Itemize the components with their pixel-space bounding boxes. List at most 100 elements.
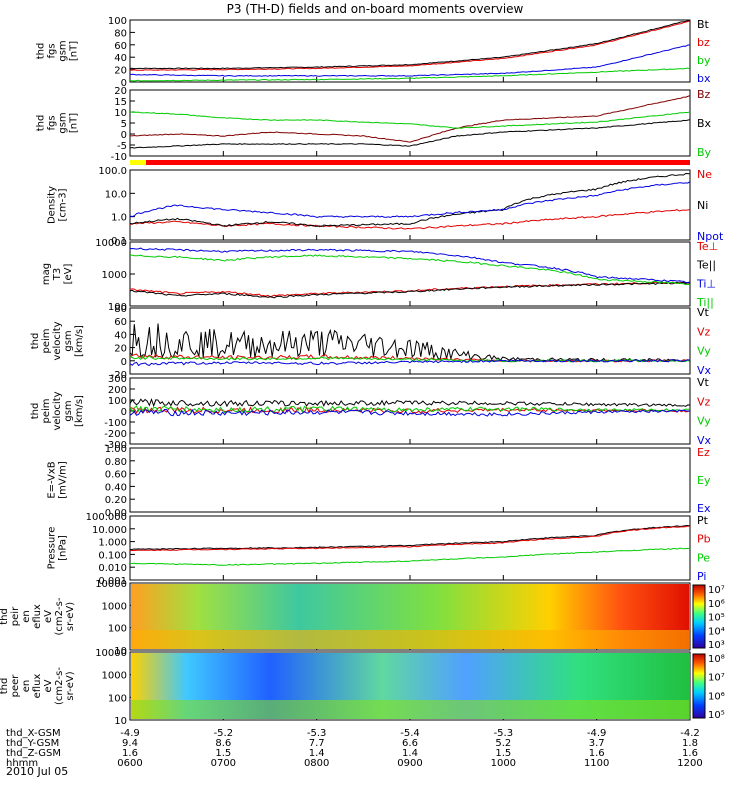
orbit-value: 1.4: [309, 748, 325, 759]
legend-entry: Ti||: [696, 296, 714, 309]
panel-frame: [129, 169, 691, 241]
colorbar-label: 10⁷: [708, 585, 725, 596]
legend-entry: Bt: [697, 18, 710, 31]
orbit-value: 1.6: [122, 748, 138, 759]
orbit-value: -5.3: [307, 728, 327, 739]
series-line: [129, 323, 691, 363]
panel-ylabel: E=-VxB[mV/m]: [47, 461, 69, 499]
series-line: [129, 95, 691, 143]
legend-entry: Vx: [697, 364, 712, 377]
y-tick-label: -300: [104, 440, 127, 451]
y-tick-label: 1000: [102, 601, 127, 612]
panel-ylabel: Density[cm-3]: [47, 186, 69, 224]
series-line: [129, 408, 691, 417]
colorbar-label: 10³: [708, 640, 725, 651]
figure-title: P3 (TH-D) fields and on-board moments ov…: [227, 2, 524, 16]
y-tick-label: 100: [108, 16, 127, 27]
series-line: [129, 525, 690, 552]
y-tick-label: 1.0: [111, 213, 127, 224]
legend-entry: Pb: [697, 533, 711, 546]
colorbar-label: 10⁸: [708, 654, 725, 665]
y-tick-label: 0.20: [105, 495, 127, 506]
y-tick-label: 10.0: [105, 189, 127, 200]
series-line: [129, 67, 691, 82]
colorbar: [692, 584, 706, 649]
series-line: [129, 44, 691, 77]
orbit-row-label: thd_Y-GSM: [6, 738, 59, 749]
y-tick-label: 0.00: [105, 508, 127, 519]
y-tick-label: -10: [111, 152, 127, 163]
y-tick-label: -100: [104, 418, 127, 429]
series-line: [129, 209, 691, 230]
series-line: [129, 355, 691, 363]
legend-entry: Vt: [697, 376, 710, 389]
y-tick-label: 0.40: [105, 482, 127, 493]
y-tick-label: 10: [114, 646, 127, 657]
panel-ylabel: thdpeirenefluxeV(cm2-s-sr-eV): [0, 597, 76, 635]
y-tick-label: 1.000: [98, 538, 127, 549]
orbit-value: 1.5: [215, 748, 231, 759]
status-bar-yellow: [130, 160, 146, 165]
y-tick-label: 40: [114, 53, 127, 64]
y-tick-label: 10000: [95, 238, 127, 249]
legend-entry: bz: [697, 36, 710, 49]
y-tick-label: 0.1: [111, 236, 127, 247]
series-line: [129, 398, 691, 408]
orbit-value: -4.2: [680, 728, 700, 739]
legend-entry: Te⊥: [696, 240, 718, 253]
legend-entry: Pi: [697, 570, 706, 583]
legend-entry: Ti⊥: [696, 277, 716, 290]
series-line: [129, 254, 691, 286]
orbit-value: 1.6: [682, 748, 698, 759]
orbit-row-label: hhmm: [6, 758, 38, 769]
y-tick-label: 40: [114, 330, 127, 341]
legend-entry: Vz: [697, 325, 711, 338]
y-tick-label: 1000: [102, 270, 127, 281]
panel-ylabel: thdfgsgsm[nT]: [36, 40, 80, 61]
orbit-value: 1.8: [682, 738, 698, 749]
series-line: [129, 111, 691, 129]
y-tick-label: 0: [121, 357, 127, 368]
legend-entry: Te||: [696, 259, 716, 272]
y-tick-label: 10: [114, 716, 127, 727]
y-tick-label: 20: [114, 66, 127, 77]
series-line: [129, 119, 691, 149]
y-tick-label: 80: [114, 28, 127, 39]
y-tick-label: 300: [108, 374, 127, 385]
legend-entry: Vy: [697, 415, 711, 428]
orbit-value: 1200: [677, 758, 702, 769]
y-tick-label: 100: [108, 624, 127, 635]
y-tick-label: 100.000: [86, 512, 127, 523]
orbit-value: 8.6: [215, 738, 231, 749]
orbit-value: 5.2: [495, 738, 511, 749]
orbit-value: 1100: [584, 758, 609, 769]
series-line: [129, 281, 691, 299]
legend-entry: by: [697, 54, 711, 67]
panel-frame: [129, 515, 691, 581]
legend-entry: bx: [697, 72, 711, 85]
orbit-value: 0900: [397, 758, 422, 769]
colorbar-label: 10⁷: [708, 673, 725, 684]
y-tick-label: 200: [108, 385, 127, 396]
series-line: [129, 359, 691, 367]
y-tick-label: 100: [108, 396, 127, 407]
colorbar-label: 10⁶: [708, 691, 725, 702]
legend-entry: Bz: [697, 88, 711, 101]
y-tick-label: 100: [108, 693, 127, 704]
y-tick-label: 20: [114, 86, 127, 97]
legend-entry: Npot: [697, 230, 724, 243]
panel-frame: [129, 447, 691, 513]
date-label: 2010 Jul 05: [6, 765, 68, 778]
y-tick-label: 0.001: [98, 576, 127, 587]
orbit-value: 6.6: [402, 738, 418, 749]
orbit-row-label: thd_X-GSM: [6, 728, 61, 739]
series-line: [129, 181, 691, 219]
orbit-value: 3.7: [589, 738, 605, 749]
y-tick-label: 1000: [102, 671, 127, 682]
legend-entry: Pe: [697, 551, 710, 564]
orbit-table: thd_X-GSM -4.9 -5.2 -5.3 -5.4 -5.3 -4.9 -4.2 thd…: [6, 728, 703, 769]
y-tick-label: 0.60: [105, 470, 127, 481]
orbit-value: 9.4: [122, 738, 138, 749]
panel-ylabel: magT3[eV]: [41, 263, 74, 285]
orbit-value: 1.6: [589, 748, 605, 759]
